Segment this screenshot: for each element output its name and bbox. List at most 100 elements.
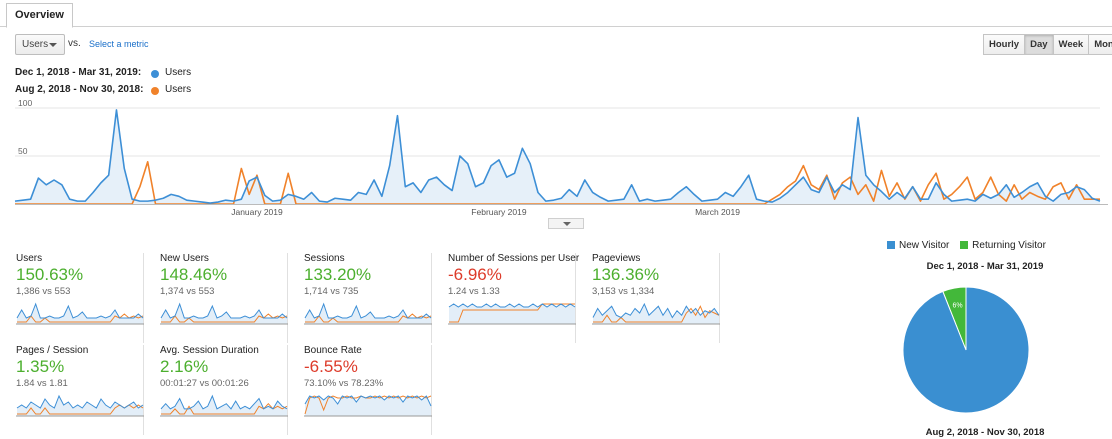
- scorecard-change: 2.16%: [160, 357, 209, 376]
- metric-dropdown[interactable]: Users: [15, 34, 65, 55]
- scorecard-sparkline: [16, 394, 144, 417]
- scorecard-name: Pages / Session: [16, 345, 89, 356]
- scorecard-change: 136.36%: [592, 265, 660, 284]
- chart-expander-button[interactable]: [548, 218, 584, 229]
- granularity-toggle: Hourly Day Week Month: [983, 34, 1112, 55]
- users-line-chart: 100 50 January 2019 February 2019 March 2019: [14, 98, 1108, 217]
- scorecard-name: Avg. Session Duration: [160, 345, 259, 356]
- scorecard-compare: 1,374 vs 553: [160, 286, 215, 297]
- scorecard-new-users[interactable]: New Users 148.46% 1,374 vs 553: [144, 253, 288, 343]
- sparkline-previous: [449, 303, 575, 323]
- pie-title-current: Dec 1, 2018 - Mar 31, 2019: [926, 261, 1044, 272]
- sparkline-area: [17, 304, 143, 324]
- scorecard-users[interactable]: Users 150.63% 1,386 vs 553: [0, 253, 144, 343]
- sparkline-current: [16, 394, 144, 409]
- scorecard-sparkline: [304, 395, 432, 417]
- tab-bar: Overview: [0, 0, 1112, 28]
- legend-current-series: Users: [165, 67, 192, 78]
- pie-legend: New Visitor Returning Visitor: [887, 240, 1046, 251]
- scorecard-name: Bounce Rate: [304, 345, 362, 356]
- scorecard-change: -6.55%: [304, 357, 358, 376]
- sparkline-previous: [17, 313, 144, 323]
- granularity-day-button[interactable]: Day: [1024, 34, 1054, 55]
- sparkline-current: [160, 394, 288, 410]
- scorecard-number-of-sessions-per-user[interactable]: Number of Sessions per User -6.96% 1.24 vs…: [432, 253, 580, 343]
- scorecard-name: Number of Sessions per User: [448, 253, 580, 264]
- pie-slice-label: 6%: [952, 302, 962, 309]
- scorecard-compare: 1.24 vs 1.33: [448, 286, 500, 297]
- new-visitor-legend-label: New Visitor: [899, 240, 950, 251]
- scorecard-compare: 00:01:27 vs 00:01:26: [160, 378, 249, 389]
- scorecard-change: -6.96%: [448, 265, 502, 284]
- scorecard-sparkline: [448, 303, 576, 325]
- scorecard-change: 1.35%: [16, 357, 65, 376]
- sparkline-previous: [305, 313, 432, 323]
- scorecard-sparkline: [16, 302, 144, 325]
- y-tick-label: 100: [18, 98, 32, 108]
- scorecard-bounce-rate[interactable]: Bounce Rate -6.55% 73.10% vs 78.23%: [288, 345, 432, 435]
- metric-dropdown-value: Users: [22, 39, 49, 50]
- scorecard-pages-session[interactable]: Pages / Session 1.35% 1.84 vs 1.81: [0, 345, 144, 435]
- scorecard-avg-session-duration[interactable]: Avg. Session Duration 2.16% 00:01:27 vs 00…: [144, 345, 288, 435]
- scorecard-compare: 1,386 vs 553: [16, 286, 71, 297]
- pie-slice-label: 94%: [967, 416, 981, 420]
- sparkline-area: [305, 304, 431, 324]
- scorecard-change: 150.63%: [16, 265, 84, 284]
- returning-visitor-legend-label: Returning Visitor: [972, 240, 1046, 251]
- legend-previous-range: Aug 2, 2018 - Nov 30, 2018:: [15, 84, 144, 95]
- legend-current-dot: [151, 70, 159, 78]
- scorecard-sparkline: [160, 394, 288, 417]
- visitor-pie-chart: 6% 94%: [902, 286, 1030, 420]
- sparkline-current: [592, 302, 720, 319]
- sparkline-current: [304, 395, 432, 407]
- legend-previous-series: Users: [165, 84, 192, 95]
- pie-slice-new-visitor: [902, 286, 1030, 414]
- scorecard-compare: 3,153 vs 1,334: [592, 286, 655, 297]
- series-users-current-area: [15, 109, 1100, 204]
- select-metric-link[interactable]: Select a metric: [89, 39, 149, 49]
- chevron-down-icon: [49, 43, 57, 47]
- sparkline-area: [449, 304, 575, 324]
- scorecard-name: Pageviews: [592, 253, 641, 264]
- sparkline-area: [161, 396, 287, 416]
- legend-previous: Aug 2, 2018 - Nov 30, 2018: Users: [15, 84, 191, 98]
- scorecard-change: 133.20%: [304, 265, 372, 284]
- legend-current-range: Dec 1, 2018 - Mar 31, 2019:: [15, 67, 142, 78]
- scorecard-compare: 73.10% vs 78.23%: [304, 378, 384, 389]
- x-tick-label: February 2019: [471, 207, 527, 217]
- returning-visitor-swatch: [960, 241, 969, 249]
- sparkline-current: [160, 302, 288, 319]
- scorecard-compare: 1,714 vs 735: [304, 286, 359, 297]
- sparkline-previous: [161, 402, 288, 415]
- sparkline-area: [593, 304, 719, 324]
- sparkline-previous: [593, 305, 720, 323]
- sparkline-area: [161, 304, 287, 324]
- chevron-down-icon: [563, 222, 571, 226]
- series-users-current-line: [14, 109, 1101, 204]
- y-tick-label: 50: [18, 146, 28, 156]
- vs-label: vs.: [68, 38, 81, 49]
- sparkline-area: [17, 396, 143, 416]
- x-tick-label: January 2019: [231, 207, 283, 217]
- scorecard-name: New Users: [160, 253, 209, 264]
- tab-overview[interactable]: Overview: [6, 3, 73, 28]
- sparkline-previous: [161, 313, 288, 323]
- sparkline-area: [305, 396, 431, 416]
- granularity-hourly-button[interactable]: Hourly: [983, 34, 1026, 55]
- granularity-week-button[interactable]: Week: [1052, 34, 1090, 55]
- scorecard-sparkline: [592, 302, 720, 325]
- x-tick-label: March 2019: [695, 207, 740, 217]
- sparkline-current: [304, 302, 432, 319]
- sparkline-current: [448, 303, 576, 308]
- scorecard-sparkline: [304, 302, 432, 325]
- scorecard-pageviews[interactable]: Pageviews 136.36% 3,153 vs 1,334: [576, 253, 720, 343]
- legend-previous-dot: [151, 87, 159, 95]
- granularity-month-button[interactable]: Month: [1088, 34, 1112, 55]
- pie-title-previous: Aug 2, 2018 - Nov 30, 2018: [925, 427, 1045, 438]
- scorecard-change: 148.46%: [160, 265, 228, 284]
- scorecard-compare: 1.84 vs 1.81: [16, 378, 68, 389]
- legend-current: Dec 1, 2018 - Mar 31, 2019: Users: [15, 67, 191, 81]
- scorecard-name: Sessions: [304, 253, 345, 264]
- scorecard-sessions[interactable]: Sessions 133.20% 1,714 vs 735: [288, 253, 432, 343]
- new-visitor-swatch: [887, 241, 895, 249]
